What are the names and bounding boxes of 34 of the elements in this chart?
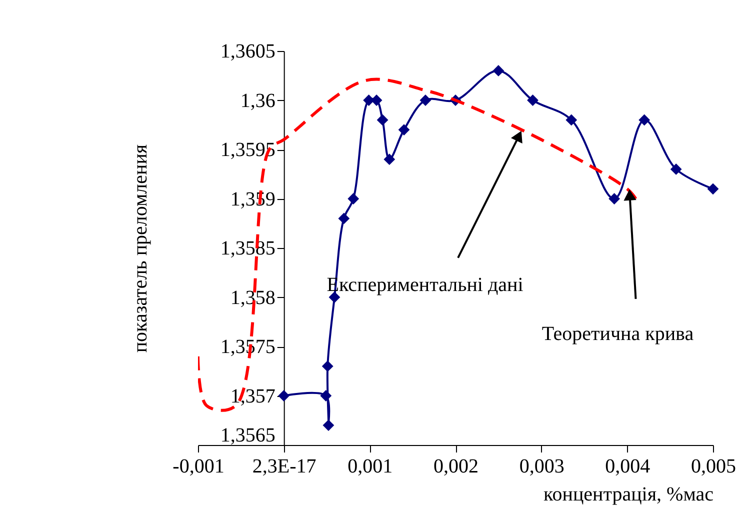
y-tick-label: 1,36 [240, 90, 276, 112]
y-tick-label: 1,3595 [220, 139, 276, 161]
y-tick-label: 1,3575 [220, 336, 276, 358]
point [638, 114, 650, 126]
point [320, 390, 332, 402]
x-axis-title: концентрація, %мас [544, 484, 714, 506]
point [420, 94, 432, 106]
x-tick-label: 0,001 [348, 456, 393, 478]
x-tick-label: 0,003 [519, 456, 564, 478]
y-tick-label: 1,358 [230, 286, 276, 309]
x-tick-label: 0,004 [605, 456, 650, 478]
point [384, 154, 396, 166]
point [608, 193, 620, 204]
y-tick-label: 1,3565 [220, 424, 276, 446]
point [376, 114, 388, 126]
x-tick-label: -0,001 [172, 456, 224, 478]
point [492, 65, 504, 76]
point [278, 390, 290, 402]
point [338, 212, 350, 224]
point [707, 183, 719, 195]
point [348, 193, 360, 204]
point [398, 124, 410, 136]
x-tick-label: 0,002 [434, 456, 478, 478]
annotation: Теоретична крива [542, 322, 694, 345]
y-axis-title: показатель преломления [130, 144, 152, 353]
point [566, 114, 578, 126]
x-tick-label: 0,005 [691, 456, 736, 478]
point [527, 94, 538, 106]
y-tick-label: 1,3585 [220, 238, 276, 260]
point [322, 360, 334, 372]
y-tick-label: 1,3605 [220, 40, 276, 62]
point [322, 420, 334, 431]
x-tick-label: 2,3E-17 [252, 456, 316, 478]
point [670, 164, 682, 175]
